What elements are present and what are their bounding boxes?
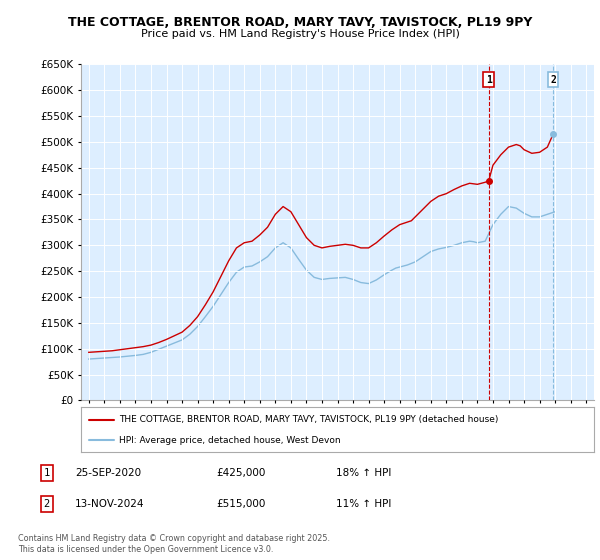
Text: 2: 2 — [44, 499, 50, 509]
Text: 1: 1 — [486, 74, 491, 85]
Text: 11% ↑ HPI: 11% ↑ HPI — [336, 499, 391, 509]
Text: 2: 2 — [550, 74, 556, 85]
Text: THE COTTAGE, BRENTOR ROAD, MARY TAVY, TAVISTOCK, PL19 9PY: THE COTTAGE, BRENTOR ROAD, MARY TAVY, TA… — [68, 16, 532, 29]
Text: HPI: Average price, detached house, West Devon: HPI: Average price, detached house, West… — [119, 436, 341, 445]
Text: Contains HM Land Registry data © Crown copyright and database right 2025.
This d: Contains HM Land Registry data © Crown c… — [18, 534, 330, 554]
Text: 25-SEP-2020: 25-SEP-2020 — [75, 468, 141, 478]
Text: 1: 1 — [44, 468, 50, 478]
Text: £425,000: £425,000 — [216, 468, 265, 478]
Text: Price paid vs. HM Land Registry's House Price Index (HPI): Price paid vs. HM Land Registry's House … — [140, 29, 460, 39]
Text: £515,000: £515,000 — [216, 499, 265, 509]
Text: THE COTTAGE, BRENTOR ROAD, MARY TAVY, TAVISTOCK, PL19 9PY (detached house): THE COTTAGE, BRENTOR ROAD, MARY TAVY, TA… — [119, 415, 499, 424]
Text: 13-NOV-2024: 13-NOV-2024 — [75, 499, 145, 509]
Text: 18% ↑ HPI: 18% ↑ HPI — [336, 468, 391, 478]
